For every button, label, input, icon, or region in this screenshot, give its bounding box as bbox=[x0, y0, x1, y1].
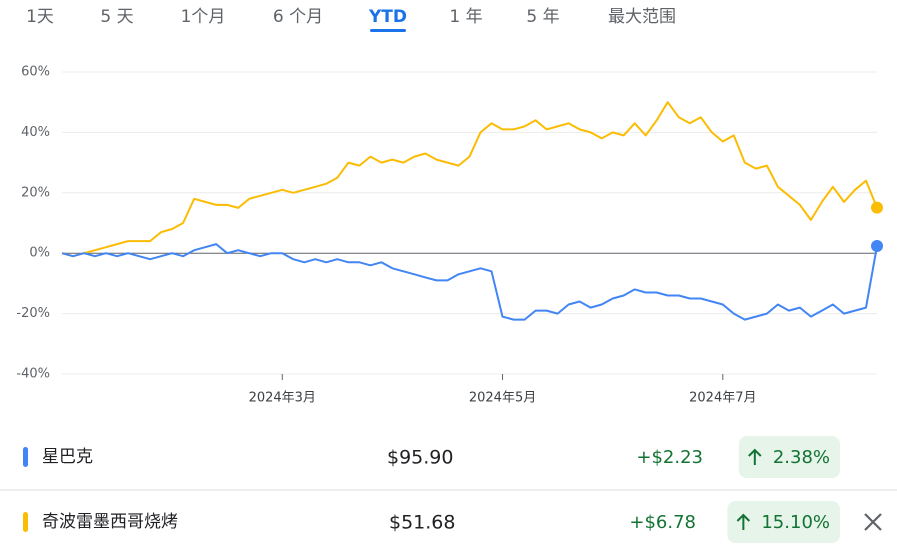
x-tick-label: 2024年7月 bbox=[689, 391, 756, 406]
x-tick-label: 2024年3月 bbox=[249, 391, 316, 406]
change-pct: 15.10% bbox=[761, 512, 830, 533]
range-tab[interactable]: 5 天 bbox=[100, 7, 133, 27]
range-tab[interactable]: 1 年 bbox=[449, 7, 482, 27]
change-pct-pill bbox=[727, 501, 840, 543]
active-tab-indicator bbox=[370, 29, 406, 32]
range-tab[interactable]: 最大范围 bbox=[608, 7, 676, 27]
y-tick-label: 60% bbox=[21, 65, 50, 80]
range-tab[interactable]: 6 个月 bbox=[273, 7, 323, 27]
up-arrow-icon bbox=[748, 448, 762, 465]
y-tick-label: 40% bbox=[21, 125, 50, 140]
y-tick-label: 0% bbox=[29, 246, 50, 261]
y-tick-label: -20% bbox=[16, 306, 50, 321]
end-point bbox=[871, 201, 883, 214]
change-pct-pill bbox=[738, 436, 840, 478]
series-line bbox=[61, 243, 878, 321]
range-tab[interactable]: YTD bbox=[368, 7, 407, 27]
y-tick-label: 20% bbox=[21, 185, 50, 200]
compare-row[interactable]: 奇波雷墨西哥烧烤 $51.68 +$6.78 15.10% bbox=[23, 501, 840, 543]
change: +$6.78 bbox=[629, 512, 696, 533]
price: $51.68 bbox=[389, 512, 455, 534]
series-name: 奇波雷墨西哥烧烤 bbox=[42, 512, 178, 532]
range-tab[interactable]: 5 年 bbox=[526, 7, 559, 27]
series-color-bar bbox=[23, 512, 28, 532]
series-color-bar bbox=[23, 447, 28, 467]
change-pct: 2.38% bbox=[773, 447, 830, 468]
up-arrow-icon bbox=[736, 513, 751, 530]
remove-button[interactable] bbox=[864, 513, 882, 531]
y-tick-label: -40% bbox=[16, 367, 50, 382]
series-line bbox=[61, 101, 878, 258]
series-name: 星巴克 bbox=[42, 447, 93, 467]
end-point bbox=[871, 240, 883, 253]
price: $95.90 bbox=[387, 447, 453, 469]
compare-row[interactable]: 星巴克 $95.90 +$2.23 2.38% bbox=[23, 436, 840, 478]
change: +$2.23 bbox=[636, 447, 703, 468]
range-tab[interactable]: 1个月 bbox=[181, 7, 226, 27]
x-tick-label: 2024年5月 bbox=[469, 391, 536, 406]
range-tab[interactable]: 1天 bbox=[26, 7, 54, 27]
